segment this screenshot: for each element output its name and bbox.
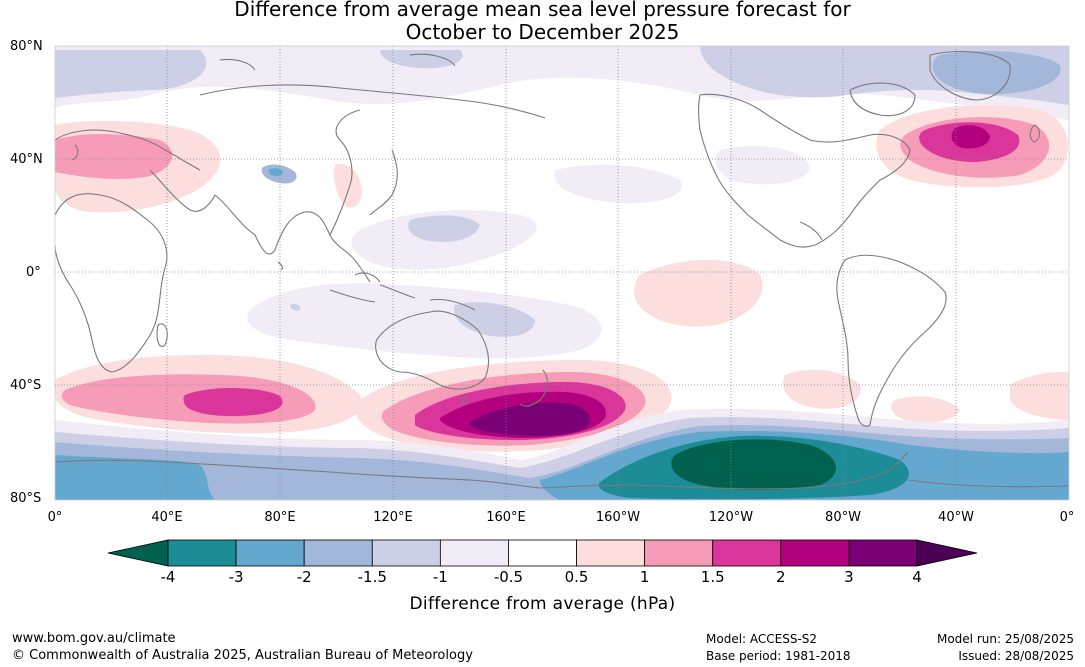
footer-model-run: Model run: 25/08/2025	[936, 632, 1074, 646]
map-frame	[54, 45, 1070, 501]
lon-label-160e: 160°E	[486, 510, 526, 525]
colorbar-tick-label: 1	[639, 568, 650, 586]
colorbar-segment	[848, 539, 918, 567]
footer-issued: Issued: 28/08/2025	[958, 649, 1074, 663]
coastlines	[55, 51, 1069, 490]
colorbar-tick-label: -1.5	[357, 568, 387, 586]
colorbar-tick-label: 0.5	[564, 568, 589, 586]
colorbar-segment	[712, 539, 782, 567]
lat-label-equator: 0°	[26, 265, 41, 280]
footer-copyright: © Commonwealth of Australia 2025, Austra…	[12, 648, 473, 663]
lon-label-0-left: 0°	[47, 510, 63, 525]
colorbar-segment	[371, 539, 441, 567]
colorbar-tick-label: 1.5	[700, 568, 725, 586]
lat-label-40n: 40°N	[10, 152, 43, 167]
colorbar-segment	[235, 539, 305, 567]
east-pacific-positive-anomaly	[634, 260, 763, 327]
colorbar-tick-label: -0.5	[493, 568, 524, 586]
lon-label-0-right: 0°	[1059, 510, 1075, 525]
colorbar-segment	[167, 539, 237, 567]
lon-label-160w: 160°W	[595, 510, 641, 525]
colorbar-tick-label: -4	[160, 568, 176, 586]
footer-model: Model: ACCESS-S2	[706, 632, 818, 646]
colorbar-tick-label: -1	[432, 568, 448, 586]
lat-label-80s: 80°S	[10, 491, 42, 506]
lon-label-40e: 40°E	[151, 510, 183, 525]
colorbar	[107, 539, 978, 567]
lon-label-80w: 80°W	[825, 510, 861, 525]
map-title-line-1: Difference from average mean sea level p…	[234, 0, 851, 21]
colorbar-low-extend	[107, 539, 169, 567]
colorbar-tick-label: 4	[912, 568, 922, 586]
map-title-line-2: October to December 2025	[405, 20, 680, 44]
colorbar-tick-label: 3	[844, 568, 854, 586]
colorbar-tick-label: 2	[776, 568, 786, 586]
colorbar-title: Difference from average (hPa)	[409, 594, 676, 614]
footer-base-period: Base period: 1981-2018	[706, 649, 851, 663]
colorbar-segment	[780, 539, 850, 567]
colorbar-high-extend	[916, 539, 978, 567]
colorbar-tick-label: -3	[228, 568, 244, 586]
lat-label-40s: 40°S	[10, 378, 42, 393]
map-plot-area	[55, 46, 1069, 500]
footer-website[interactable]: www.bom.gov.au/climate	[12, 631, 176, 646]
lon-label-120w: 120°W	[708, 510, 754, 525]
colorbar-segment	[303, 539, 373, 567]
lat-label-80n: 80°N	[10, 39, 43, 54]
lon-label-120e: 120°E	[373, 510, 413, 525]
lon-label-80e: 80°E	[264, 510, 296, 525]
graticule	[55, 46, 1069, 500]
colorbar-segment	[644, 539, 714, 567]
colorbar-tick-label: -2	[296, 568, 312, 586]
lon-label-40w: 40°W	[938, 510, 974, 525]
colorbar-segment	[576, 539, 646, 567]
colorbar-segment	[439, 539, 509, 567]
colorbar-segment	[508, 539, 577, 567]
